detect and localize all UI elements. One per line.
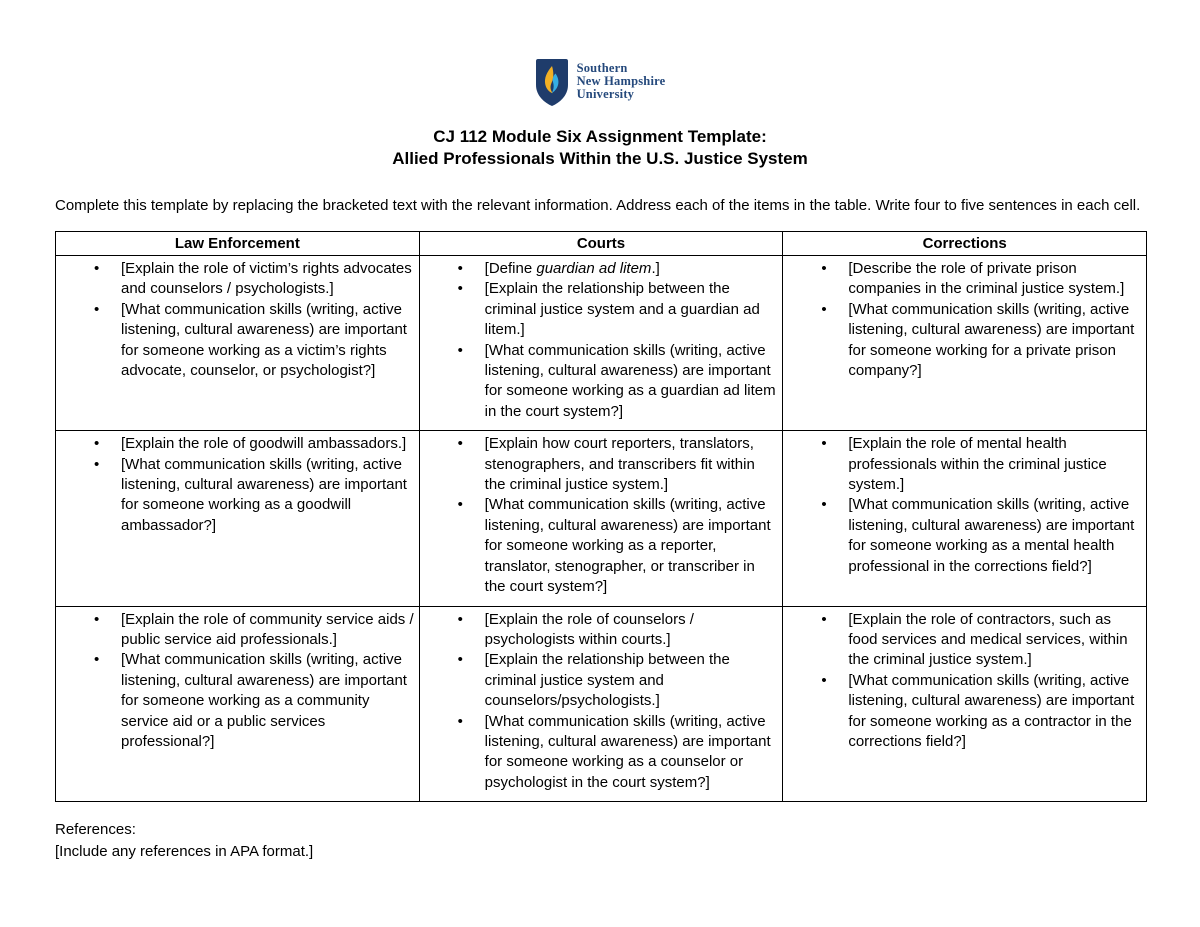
bullet-item: [Explain how court reporters, translator…	[420, 434, 779, 495]
references-label: References:	[55, 821, 136, 839]
bullet-item: [What communication skills (writing, act…	[56, 300, 415, 382]
bullet-item: [What communication skills (writing, act…	[420, 712, 779, 794]
snhu-logo: Southern New Hampshire University	[0, 58, 1200, 110]
table-row: [Explain the role of community service a…	[55, 605, 1147, 803]
table-cell: [Describe the role of private prison com…	[782, 254, 1147, 432]
table-row: [Explain the role of goodwill ambassador…	[55, 430, 1147, 607]
logo-text: Southern New Hampshire University	[577, 58, 666, 101]
bullet-list: [Explain the role of victim’s rights adv…	[56, 259, 415, 381]
bullet-list: [Explain the role of counselors / psycho…	[420, 610, 779, 794]
bullet-item: [Explain the role of goodwill ambassador…	[56, 434, 415, 455]
bullet-item: [What communication skills (writing, act…	[56, 650, 415, 752]
table-header-row: Law Enforcement Courts Corrections	[55, 231, 1147, 256]
bullet-item: [Describe the role of private prison com…	[783, 259, 1142, 300]
table-cell: [Explain the role of victim’s rights adv…	[55, 254, 420, 432]
bullet-item: [Explain the role of victim’s rights adv…	[56, 259, 415, 300]
intro-paragraph: Complete this template by replacing the …	[55, 197, 1141, 214]
logo-line-2: New Hampshire	[576, 74, 666, 88]
table-cell: [Explain how court reporters, translator…	[418, 430, 784, 607]
bullet-list: [Explain how court reporters, translator…	[420, 434, 779, 597]
bullet-item: [What communication skills (writing, act…	[56, 455, 415, 537]
table-row: [Explain the role of victim’s rights adv…	[55, 254, 1147, 432]
column-header: Law Enforcement	[55, 231, 420, 256]
bullet-item: [Define guardian ad litem.]	[420, 259, 779, 280]
table-cell: [Define guardian ad litem.][Explain the …	[418, 254, 784, 432]
bullet-list: [Explain the role of community service a…	[56, 610, 415, 753]
flame-blue-shape	[551, 73, 559, 93]
bullet-item: [What communication skills (writing, act…	[420, 341, 779, 423]
title-line-1: CJ 112 Module Six Assignment Template:	[433, 127, 767, 146]
column-header: Courts	[418, 231, 784, 256]
snhu-shield-icon	[535, 59, 568, 106]
bullet-list: [Explain the role of goodwill ambassador…	[56, 434, 415, 536]
table-cell: [Explain the role of mental health profe…	[782, 430, 1147, 607]
bullet-item: [What communication skills (writing, act…	[783, 300, 1142, 382]
bullet-item: [What communication skills (writing, act…	[420, 495, 779, 597]
bullet-item: [Explain the relationship between the cr…	[420, 279, 779, 340]
bullet-list: [Define guardian ad litem.][Explain the …	[420, 259, 779, 422]
bullet-list: [Describe the role of private prison com…	[783, 259, 1142, 381]
bullet-item: [What communication skills (writing, act…	[783, 495, 1142, 577]
bullet-item: [Explain the role of mental health profe…	[783, 434, 1142, 495]
bullet-list: [Explain the role of contractors, such a…	[783, 610, 1142, 753]
references-section: References: [Include any references in A…	[55, 819, 1150, 862]
bullet-item: [What communication skills (writing, act…	[783, 671, 1142, 753]
bullet-item: [Explain the role of contractors, such a…	[783, 610, 1142, 671]
column-header: Corrections	[782, 231, 1147, 256]
logo-line-3: University	[576, 87, 635, 101]
bullet-item: [Explain the relationship between the cr…	[420, 650, 779, 711]
table-cell: [Explain the role of counselors / psycho…	[418, 605, 784, 803]
bullet-list: [Explain the role of mental health profe…	[783, 434, 1142, 577]
bullet-item: [Explain the role of community service a…	[56, 610, 415, 651]
table-cell: [Explain the role of contractors, such a…	[782, 605, 1147, 803]
references-placeholder: [Include any references in APA format.]	[55, 842, 314, 860]
page-title: CJ 112 Module Six Assignment Template: A…	[0, 126, 1200, 170]
table-cell: [Explain the role of goodwill ambassador…	[55, 430, 420, 607]
table-cell: [Explain the role of community service a…	[55, 605, 420, 803]
flame-gold-shape	[544, 66, 553, 94]
logo-line-1: Southern	[576, 61, 628, 75]
shield-shape	[535, 59, 568, 106]
bullet-item: [Explain the role of counselors / psycho…	[420, 610, 779, 651]
title-line-2: Allied Professionals Within the U.S. Jus…	[392, 149, 808, 168]
